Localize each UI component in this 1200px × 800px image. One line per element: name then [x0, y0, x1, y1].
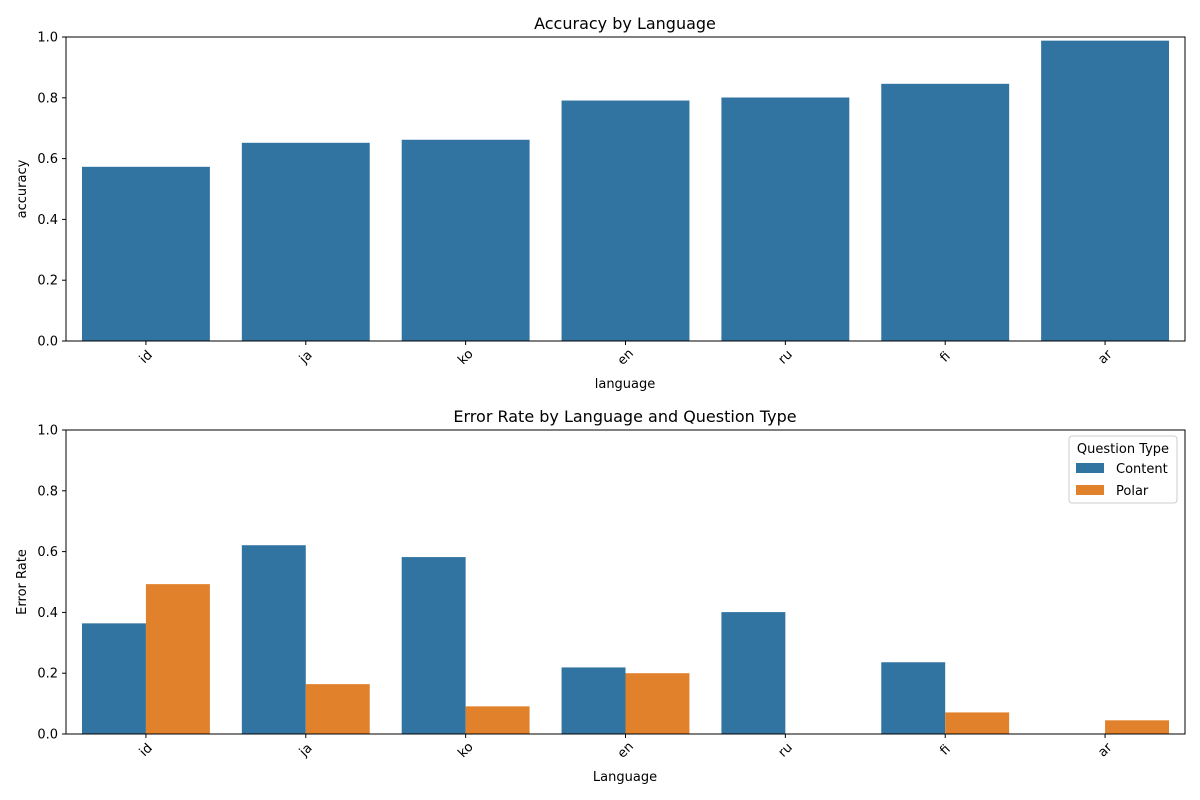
bar-id — [81, 166, 210, 341]
x-tick-label: ru — [776, 740, 796, 760]
x-tick-label: ar — [1095, 347, 1115, 367]
y-ticks: 0.0 0.2 0.4 0.6 0.8 1.0 — [37, 31, 66, 350]
legend-label-content: Content — [1116, 462, 1168, 477]
y-ticks: 0.0 0.2 0.4 0.6 0.8 1.0 — [37, 424, 66, 743]
bar-fi — [881, 83, 1010, 341]
bar-ru — [721, 97, 850, 341]
bar-id-polar — [145, 584, 210, 734]
bar-ko-polar — [465, 706, 530, 734]
y-axis-label: accuracy — [15, 159, 30, 218]
y-tick-label: 0.2 — [37, 274, 58, 289]
legend-swatch-content — [1076, 463, 1104, 473]
legend-label-polar: Polar — [1116, 484, 1149, 499]
bar-en-content — [561, 667, 626, 734]
bar-en — [561, 100, 690, 341]
bar-ja-content — [241, 545, 306, 734]
x-tick-label: ko — [455, 740, 476, 761]
bar-ja — [241, 142, 370, 341]
plot-frame — [65, 429, 1186, 735]
bar-id-content — [81, 623, 146, 734]
bar-en-polar — [625, 673, 690, 734]
chart-title: Accuracy by Language — [534, 14, 716, 33]
y-tick-label: 0.8 — [37, 484, 58, 499]
bar-fi-polar — [945, 712, 1010, 734]
x-tick-label: fi — [937, 742, 953, 758]
y-tick-label: 0.6 — [37, 152, 58, 167]
bars — [81, 40, 1170, 342]
x-tick-label: en — [615, 346, 637, 368]
y-tick-label: 0.6 — [37, 545, 58, 560]
y-tick-label: 1.0 — [37, 424, 58, 439]
accuracy-chart: Accuracy by Language 0.00.20.40.60.81.0 … — [15, 14, 1186, 392]
bar-ko-content — [401, 557, 466, 734]
x-tick-label: en — [615, 739, 637, 761]
bar-ja-polar — [305, 684, 370, 734]
error-rate-chart: Error Rate by Language and Question Type… — [15, 407, 1186, 785]
bar-ko — [401, 139, 530, 341]
x-tick-label: ko — [455, 347, 476, 368]
x-tick-label: ja — [296, 741, 316, 761]
legend: Question Type Content Polar — [1068, 435, 1178, 504]
y-tick-label: 0.2 — [37, 667, 58, 682]
x-tick-label: ja — [296, 348, 316, 368]
x-tick-label: ru — [776, 347, 796, 367]
bar-ar-polar — [1105, 720, 1170, 734]
y-tick-label: 0.4 — [37, 213, 58, 228]
x-tick-label: fi — [937, 349, 953, 365]
bar-ru-content — [721, 612, 786, 734]
x-axis-label: language — [595, 377, 656, 392]
legend-title: Question Type — [1077, 442, 1169, 457]
x-ticks: id ja ko en ru fi ar — [137, 734, 1116, 761]
chart-title: Error Rate by Language and Question Type — [453, 407, 796, 426]
x-tick-label: id — [137, 741, 156, 760]
x-ticks: id ja ko en ru fi ar — [137, 341, 1116, 368]
plot-frame — [65, 36, 1186, 342]
x-tick-label: id — [137, 348, 156, 367]
y-tick-label: 1.0 — [37, 31, 58, 46]
y-tick-label: 0.0 — [37, 728, 58, 743]
x-axis-label: Language — [593, 770, 657, 785]
x-tick-label: ar — [1095, 740, 1115, 760]
y-tick-label: 0.8 — [37, 91, 58, 106]
bars — [81, 545, 1170, 734]
y-axis-label: Error Rate — [15, 549, 30, 615]
y-tick-label: 0.0 — [37, 335, 58, 350]
y-tick-label: 0.4 — [37, 606, 58, 621]
bar-ar — [1041, 40, 1170, 342]
bar-fi-content — [881, 662, 946, 734]
legend-swatch-polar — [1076, 485, 1104, 495]
